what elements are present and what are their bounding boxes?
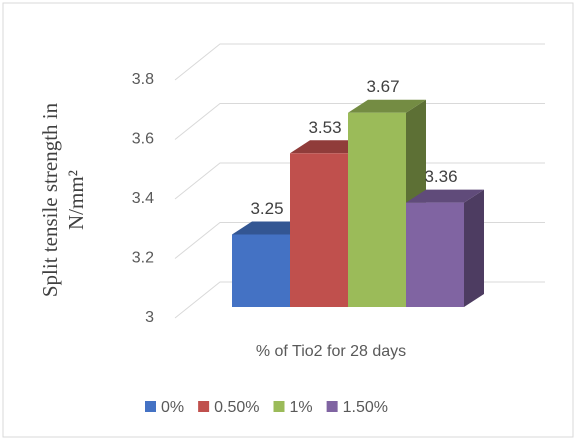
bar (348, 99, 426, 307)
legend-label: 1% (290, 399, 313, 416)
legend-label: 1.50% (343, 399, 388, 416)
y-tick-label: 3.6 (132, 131, 154, 148)
y-axis-label: Split tensile strength in (38, 102, 62, 297)
legend-swatch (326, 401, 338, 412)
y-tick-label: 3.4 (132, 190, 154, 207)
value-label: 3.36 (424, 167, 457, 186)
y-axis-label: N/mm² (64, 170, 88, 230)
value-label: 3.53 (308, 118, 341, 137)
value-label: 3.67 (366, 77, 399, 96)
bar-top (406, 189, 484, 203)
grid-line (174, 162, 545, 200)
legend-label: 0% (161, 399, 184, 416)
bar-front (348, 112, 406, 307)
bar-top (348, 99, 426, 113)
bar-side (464, 189, 484, 307)
bar-front (290, 153, 348, 307)
grid-line (174, 103, 545, 140)
value-label: 3.25 (250, 199, 283, 218)
bar-front (232, 234, 290, 307)
legend-swatch (198, 401, 210, 412)
legend-swatch (273, 401, 285, 412)
y-tick-label: 3.8 (132, 71, 154, 88)
x-category-label: % of Tio2 for 28 days (256, 343, 406, 360)
y-tick-label: 3 (145, 309, 154, 326)
bar (406, 189, 484, 307)
grid-line (174, 43, 545, 81)
y-tick-label: 3.2 (132, 250, 154, 267)
bar-front (406, 202, 464, 307)
legend-label: 0.50% (214, 399, 259, 416)
legend-swatch (145, 401, 156, 412)
